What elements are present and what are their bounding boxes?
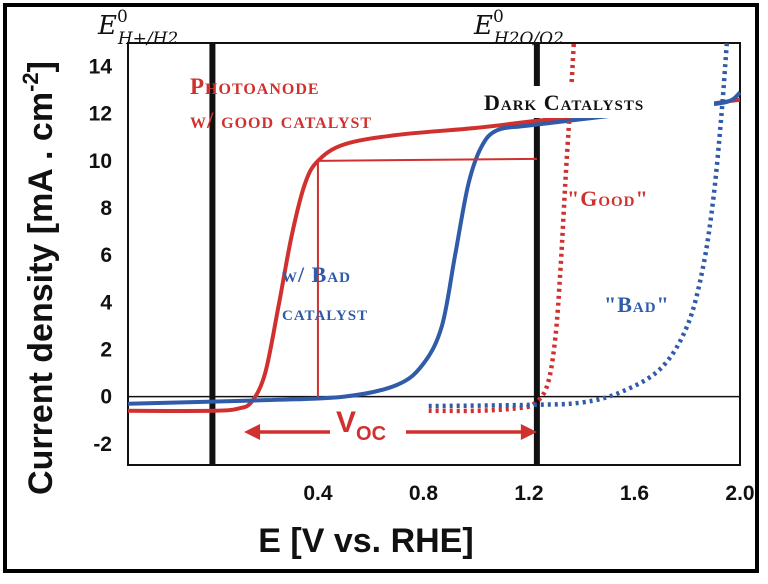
tick-labels: 0.4 0.8 1.2 1.6 2.0 14 12 10 8 6 4 2 0 -2	[89, 56, 755, 505]
ref-label-oxygen-sup: 0	[493, 7, 504, 27]
voc-arrow-head-left	[244, 423, 261, 440]
voc-label-base: V	[336, 406, 356, 439]
series-photoanode-bad	[127, 90, 742, 406]
y-axis-title-close: ]	[22, 61, 60, 72]
y-axis-title-exp: -2	[18, 72, 43, 92]
annotation-photoanode: Photoanode w/ good catalyst	[190, 74, 372, 133]
ref-label-hydrogen-sup: 0	[117, 7, 128, 27]
photoanode-label-line1: Photoanode	[190, 74, 320, 99]
voc-arrow-head-right	[520, 423, 537, 440]
dark-catalysts-label: Dark Catalysts	[484, 90, 644, 115]
voc-label: VOC	[330, 404, 406, 445]
series-dark-bad	[428, 42, 730, 409]
photoanode-label-line2: w/ good catalyst	[190, 108, 372, 133]
y-tick-label: 12	[89, 103, 112, 126]
voc-label-text: VOC	[336, 406, 386, 445]
dark-catalysts-bg	[476, 86, 714, 118]
x-tick-label: 1.2	[514, 482, 543, 505]
y-tick-label: -2	[93, 433, 112, 456]
ref-label-hydrogen-sub: H+/H2	[117, 29, 178, 49]
bad-label: "Bad"	[604, 292, 670, 317]
marker-lines	[316, 157, 537, 397]
ref-label-hydrogen-base: E	[97, 11, 117, 41]
y-tick-label: 6	[100, 244, 112, 267]
good-label: "Good"	[567, 186, 649, 211]
y-tick-label: 10	[89, 150, 112, 173]
y-tick-label: 14	[89, 56, 113, 79]
bad-catalyst-label-line1: w/ Bad	[282, 262, 351, 287]
y-tick-label: 4	[100, 291, 112, 314]
y-tick-label: 0	[100, 386, 112, 409]
series-photoanode-good	[127, 97, 741, 413]
ref-label-oxygen-base: E	[473, 11, 493, 41]
ref-label-oxygen-sub: H2O/O2	[493, 29, 564, 49]
bad-catalyst-label-line2: catalyst	[282, 300, 368, 325]
ref-label-hydrogen: E0 H+/H2	[97, 7, 178, 49]
voc-label-sub: OC	[356, 423, 386, 445]
annotation-dark-catalysts: Dark Catalysts	[476, 86, 714, 118]
y-tick-label: 8	[100, 197, 112, 220]
voc-label-bg	[330, 404, 406, 442]
x-axis-title: E [V vs. RHE]	[258, 522, 473, 560]
x-tick-label: 0.4	[303, 482, 333, 505]
marker-horizontal	[317, 157, 537, 162]
y-axis-title-main: Current density [mA . cm	[22, 92, 60, 495]
x-tick-label: 0.8	[409, 482, 439, 505]
annotation-bad-catalyst: w/ Bad catalyst	[282, 262, 368, 325]
plot-area	[127, 42, 741, 466]
x-tick-label: 1.6	[620, 482, 649, 505]
y-tick-label: 2	[100, 338, 112, 361]
y-axis-title: Current density [mA . cm-2]	[18, 61, 60, 495]
ref-label-oxygen: E0 H2O/O2	[473, 7, 564, 49]
x-tick-label: 2.0	[725, 482, 754, 505]
